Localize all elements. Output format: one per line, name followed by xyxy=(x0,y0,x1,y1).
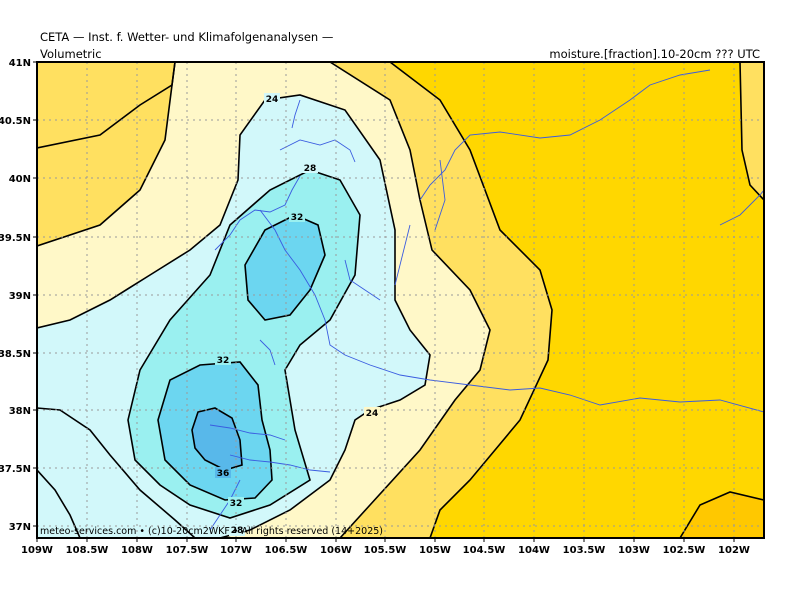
graticule xyxy=(37,62,764,538)
map-frame xyxy=(36,61,765,539)
lat-label: 40.5N xyxy=(0,116,31,127)
band-gt-36 xyxy=(192,408,242,470)
lat-label: 39.5N xyxy=(0,233,31,244)
contour-label-24-top: 24 xyxy=(266,95,279,105)
lon-label: 105.5W xyxy=(364,545,407,556)
contour-label-28-bottom: 28 xyxy=(231,526,244,536)
lon-label: 108.5W xyxy=(66,545,109,556)
contour-label-32-upper: 32 xyxy=(291,213,304,223)
lon-label: 104W xyxy=(518,545,550,556)
variable-label: Volumetric xyxy=(40,47,102,61)
lon-label: 109W xyxy=(21,545,53,556)
contour-label-32-bottom: 32 xyxy=(230,499,243,509)
contour-label-32-lower: 32 xyxy=(217,356,230,366)
tick-marks xyxy=(33,61,735,542)
band-low-corner xyxy=(680,492,764,538)
lon-label: 107W xyxy=(220,545,252,556)
lat-label: 41N xyxy=(9,58,31,69)
lon-label: 106W xyxy=(320,545,352,556)
lon-label: 108W xyxy=(121,545,153,556)
copyright-credit: meteo-services.com • (c)10-20cm2WKF • Al… xyxy=(40,526,383,537)
rivers xyxy=(209,69,764,531)
lat-label: 37N xyxy=(9,522,31,533)
contour-fill: 24 24 28 32 32 36 32 28 xyxy=(37,62,764,538)
lon-label: 102W xyxy=(718,545,750,556)
lat-label: 38.5N xyxy=(0,349,31,360)
contour-label-24-right: 24 xyxy=(366,409,379,419)
lat-label: 38N xyxy=(9,406,31,417)
lon-label: 106.5W xyxy=(265,545,308,556)
latitude-labels: 41N 40.5N 40N 39.5N 39N 38.5N 38N 37.5N … xyxy=(0,58,31,533)
band-20-22-corner xyxy=(37,62,175,148)
lon-label: 103.5W xyxy=(563,545,606,556)
lat-label: 39N xyxy=(9,291,31,302)
contour-lines xyxy=(37,62,764,538)
contour-label-28-top: 28 xyxy=(304,164,317,174)
band-32-36-upper xyxy=(245,215,325,320)
lon-label: 105W xyxy=(419,545,451,556)
contour-labels: 24 24 28 32 32 36 32 28 xyxy=(215,93,380,536)
field-descriptor: moisture.[fraction].10-20cm ??? UTC xyxy=(549,47,760,61)
map-title: CETA — Inst. f. Wetter- und Klimafolgena… xyxy=(40,30,334,44)
lon-label: 102.5W xyxy=(663,545,706,556)
lon-label: 104.5W xyxy=(463,545,506,556)
lat-label: 40N xyxy=(9,174,31,185)
lon-label: 103W xyxy=(618,545,650,556)
contour-label-36: 36 xyxy=(217,469,230,479)
lon-label: 107.5W xyxy=(166,545,209,556)
lat-label: 37.5N xyxy=(0,464,31,475)
longitude-labels: 109W 108.5W 108W 107.5W 107W 106.5W 106W… xyxy=(21,545,750,556)
